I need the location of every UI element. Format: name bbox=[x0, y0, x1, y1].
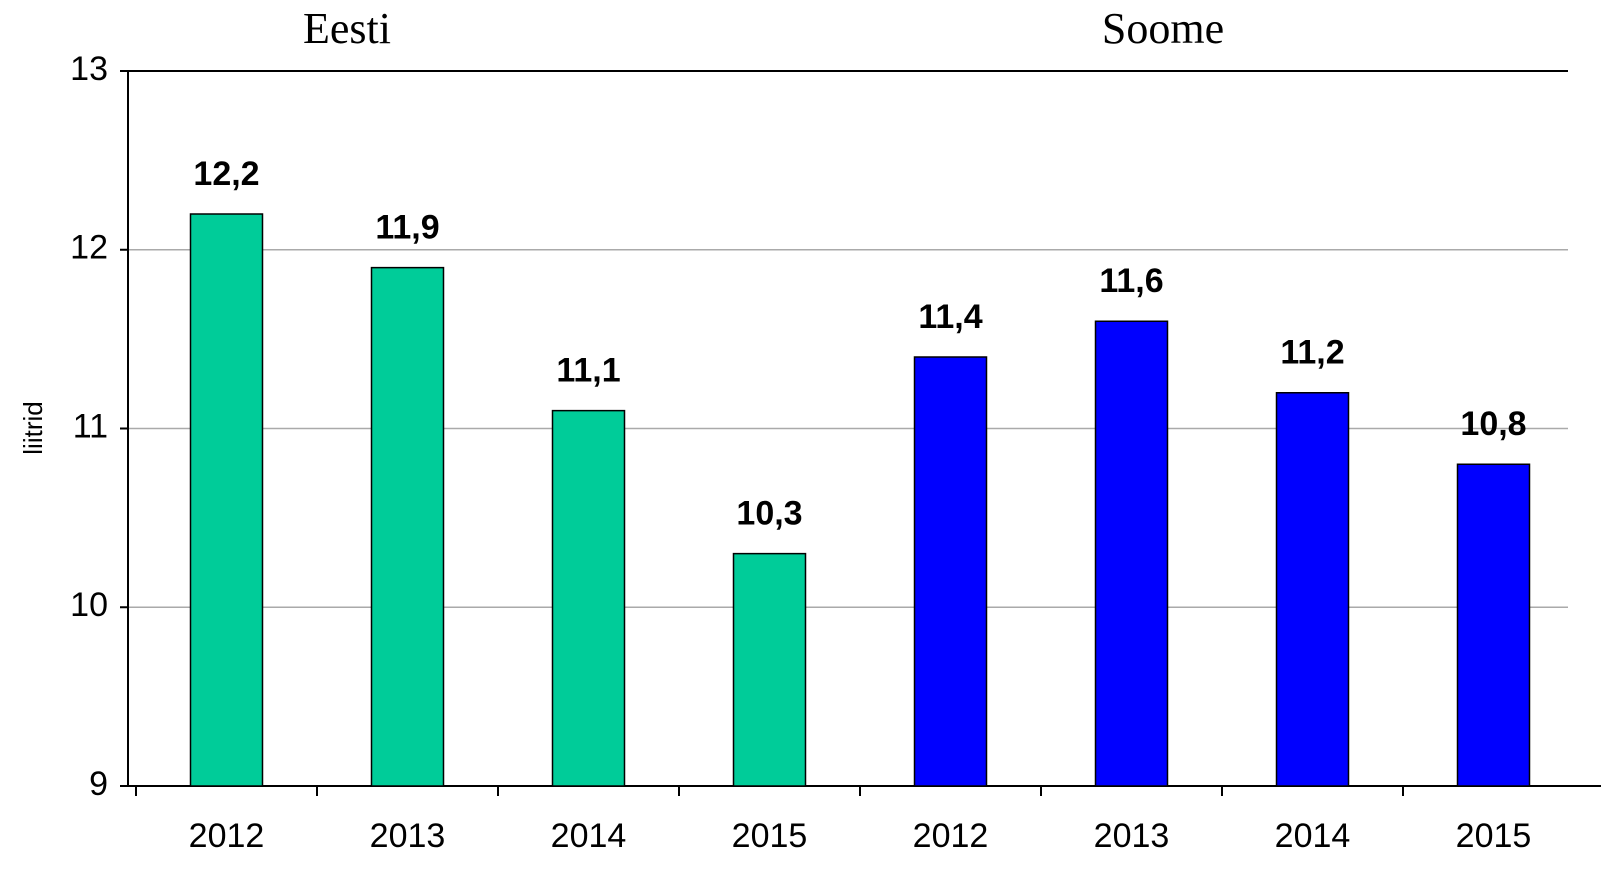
x-tick-label: 2013 bbox=[370, 817, 446, 855]
bar bbox=[1094, 320, 1169, 787]
y-tick-label: 13 bbox=[70, 50, 108, 88]
value-label: 10,8 bbox=[1460, 405, 1526, 443]
bar bbox=[913, 356, 988, 787]
group-label: Eesti bbox=[303, 4, 391, 53]
y-tick-label: 12 bbox=[70, 229, 108, 267]
x-tick-label: 2015 bbox=[732, 817, 808, 855]
value-label: 11,9 bbox=[375, 209, 439, 247]
y-axis-label: liitrid bbox=[18, 401, 48, 454]
value-label: 11,2 bbox=[1280, 334, 1344, 372]
x-tick-label: 2014 bbox=[551, 817, 627, 855]
x-tick-label: 2012 bbox=[189, 817, 265, 855]
x-tick-label: 2014 bbox=[1275, 817, 1351, 855]
value-label: 10,3 bbox=[736, 495, 802, 533]
x-tick-label: 2013 bbox=[1094, 817, 1170, 855]
bar bbox=[189, 213, 264, 787]
group-label: Soome bbox=[1102, 4, 1224, 53]
value-label: 11,4 bbox=[918, 298, 982, 336]
bar bbox=[370, 266, 445, 787]
value-label: 11,1 bbox=[556, 352, 620, 390]
x-tick-label: 2015 bbox=[1456, 817, 1532, 855]
y-tick-label: 11 bbox=[73, 407, 108, 445]
bar bbox=[1275, 392, 1350, 787]
value-label: 11,6 bbox=[1099, 262, 1163, 300]
value-label: 12,2 bbox=[193, 155, 259, 193]
bar bbox=[551, 409, 626, 787]
x-tick-label: 2012 bbox=[913, 817, 989, 855]
bar bbox=[1456, 463, 1531, 787]
y-tick-label: 10 bbox=[70, 586, 108, 624]
bar bbox=[732, 552, 807, 787]
y-tick-label: 9 bbox=[89, 765, 108, 803]
